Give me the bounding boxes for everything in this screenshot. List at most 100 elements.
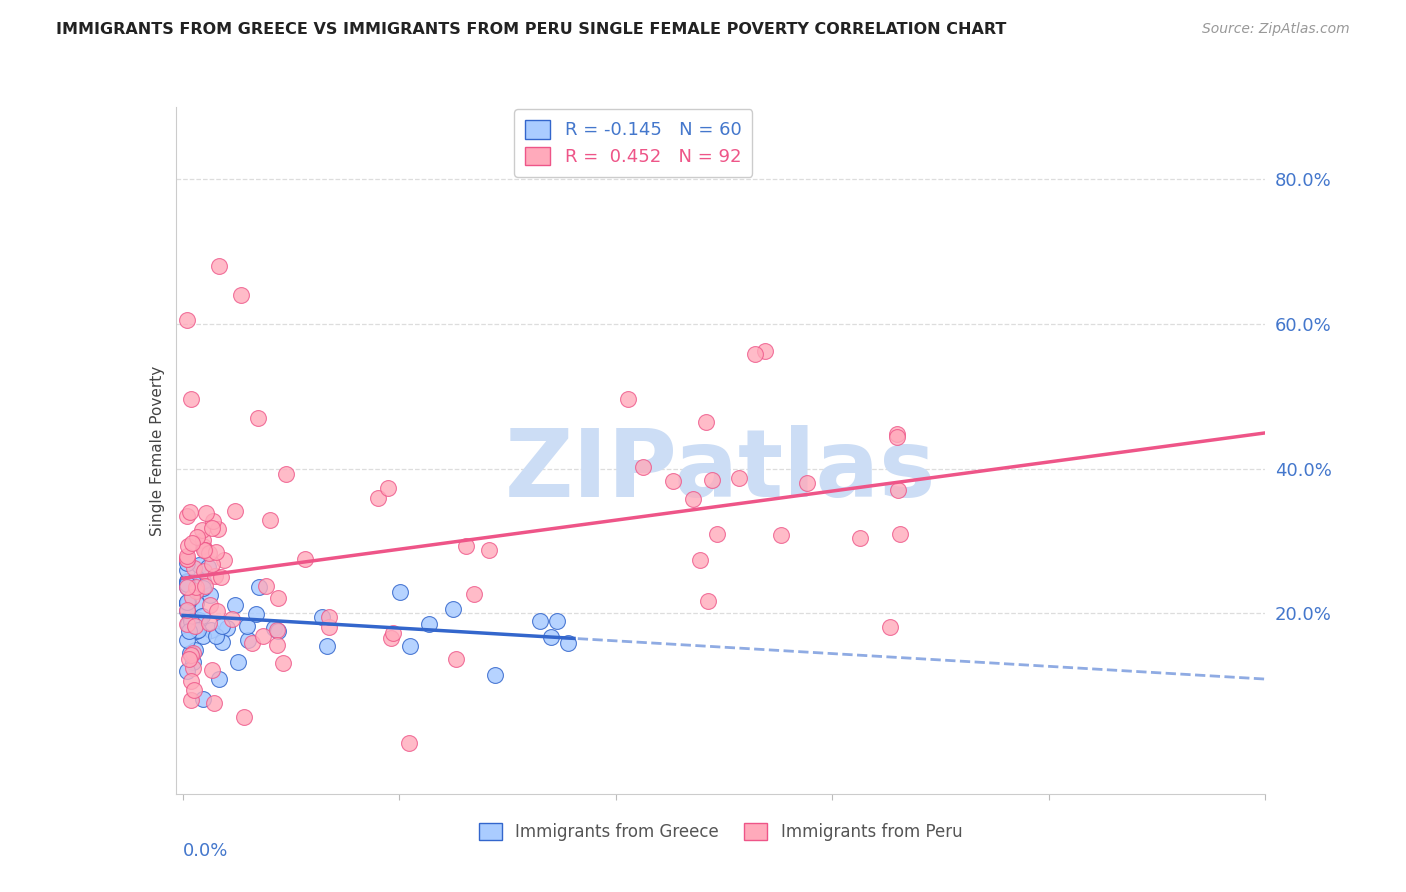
Point	[754, 343, 776, 358]
Point	[529, 614, 551, 628]
Point	[179, 624, 201, 638]
Point	[702, 473, 724, 487]
Point	[181, 661, 204, 675]
Point	[202, 696, 225, 710]
Point	[177, 616, 200, 631]
Point	[197, 616, 219, 631]
Point	[188, 613, 211, 627]
Point	[176, 552, 198, 566]
Point	[179, 646, 201, 660]
Point	[271, 656, 294, 670]
Point	[193, 564, 215, 578]
Point	[879, 620, 901, 634]
Point	[176, 596, 198, 610]
Point	[184, 583, 207, 598]
Text: IMMIGRANTS FROM GREECE VS IMMIGRANTS FROM PERU SINGLE FEMALE POVERTY CORRELATION: IMMIGRANTS FROM GREECE VS IMMIGRANTS FRO…	[56, 22, 1007, 37]
Point	[398, 640, 420, 654]
Point	[176, 596, 198, 610]
Point	[193, 692, 215, 706]
Point	[180, 673, 202, 688]
Point	[176, 581, 198, 595]
Point	[180, 648, 202, 662]
Point	[186, 596, 208, 610]
Point	[318, 610, 340, 624]
Point	[176, 575, 198, 590]
Point	[267, 591, 290, 605]
Point	[176, 557, 198, 571]
Point	[240, 636, 263, 650]
Point	[180, 614, 202, 628]
Point	[254, 579, 277, 593]
Point	[689, 553, 711, 567]
Point	[194, 578, 217, 592]
Point	[229, 288, 252, 302]
Point	[184, 643, 207, 657]
Point	[209, 570, 232, 584]
Point	[197, 546, 219, 560]
Point	[252, 629, 274, 643]
Point	[179, 505, 201, 519]
Text: Source: ZipAtlas.com: Source: ZipAtlas.com	[1202, 22, 1350, 37]
Point	[557, 636, 579, 650]
Point	[181, 646, 204, 660]
Point	[183, 682, 205, 697]
Point	[191, 533, 214, 547]
Point	[274, 467, 297, 482]
Point	[484, 667, 506, 681]
Point	[184, 624, 207, 638]
Point	[176, 574, 198, 588]
Point	[176, 632, 198, 647]
Point	[215, 621, 238, 635]
Text: 0.0%: 0.0%	[183, 842, 228, 860]
Point	[633, 459, 655, 474]
Point	[266, 623, 288, 637]
Point	[263, 621, 285, 635]
Point	[662, 475, 685, 489]
Point	[232, 709, 254, 723]
Point	[259, 512, 281, 526]
Point	[796, 476, 818, 491]
Point	[176, 664, 198, 678]
Point	[200, 623, 222, 637]
Point	[204, 545, 226, 559]
Point	[193, 582, 215, 596]
Point	[267, 624, 290, 639]
Point	[849, 531, 872, 545]
Point	[887, 483, 910, 498]
Point	[266, 638, 288, 652]
Point	[176, 549, 198, 564]
Point	[463, 587, 485, 601]
Point	[191, 523, 214, 537]
Point	[208, 259, 231, 273]
Point	[315, 639, 337, 653]
Point	[179, 609, 201, 624]
Point	[187, 624, 209, 638]
Point	[377, 481, 399, 495]
Point	[398, 736, 420, 750]
Point	[886, 430, 908, 444]
Point	[546, 614, 568, 628]
Point	[177, 595, 200, 609]
Point	[180, 536, 202, 550]
Point	[706, 527, 728, 541]
Point	[176, 602, 198, 616]
Point	[198, 598, 221, 612]
Text: ZIPatlas: ZIPatlas	[505, 425, 936, 517]
Point	[207, 522, 229, 536]
Point	[181, 591, 204, 605]
Point	[176, 595, 198, 609]
Point	[198, 588, 221, 602]
Point	[224, 503, 246, 517]
Point	[201, 663, 224, 677]
Point	[181, 574, 204, 589]
Point	[617, 392, 640, 406]
Point	[194, 543, 217, 558]
Point	[224, 599, 246, 613]
Point	[186, 580, 208, 594]
Point	[176, 551, 198, 566]
Point	[697, 594, 720, 608]
Point	[247, 580, 270, 594]
Point	[186, 531, 208, 545]
Point	[191, 608, 214, 623]
Point	[744, 347, 766, 361]
